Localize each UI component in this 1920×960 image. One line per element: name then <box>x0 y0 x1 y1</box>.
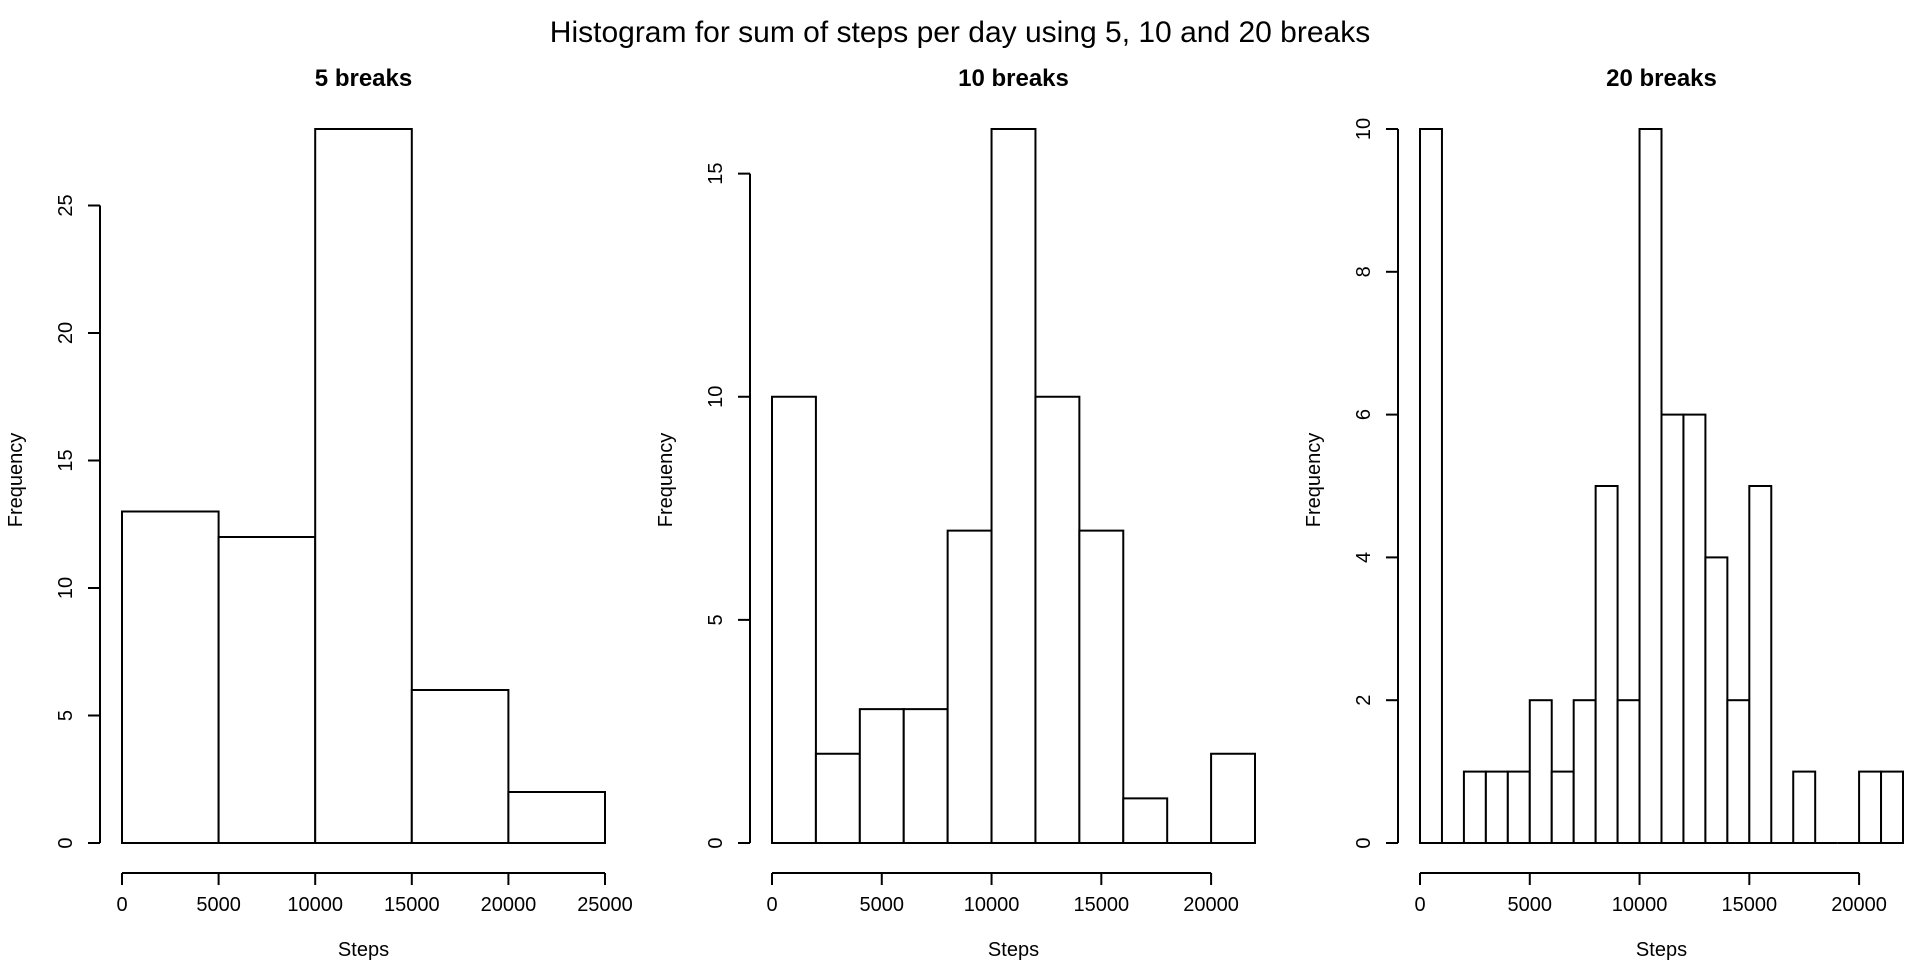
x-tick-label: 20000 <box>481 894 537 916</box>
histogram-bar <box>410 689 510 844</box>
y-tick-label: 5 <box>55 710 77 721</box>
histogram-bar <box>507 791 606 844</box>
y-tick-label: 10 <box>1353 118 1375 140</box>
panel-title: 10 breaks <box>958 65 1069 92</box>
histogram-bar <box>1616 699 1641 845</box>
y-axis-label: Frequency <box>1303 433 1325 528</box>
histogram-bar <box>1210 752 1257 844</box>
x-tick-label: 5000 <box>860 894 905 916</box>
y-tick-label: 10 <box>55 577 77 599</box>
histogram-bar <box>1858 770 1883 844</box>
histogram-bar <box>1462 770 1487 844</box>
x-axis-label: Steps <box>338 939 389 960</box>
histogram-bar <box>1792 770 1817 844</box>
x-tick-label: 0 <box>116 894 127 916</box>
y-tick-label: 15 <box>55 449 77 471</box>
x-tick-label: 20000 <box>1183 894 1239 916</box>
histogram-bar <box>1550 770 1575 844</box>
y-axis-label: Frequency <box>655 433 677 528</box>
panel-title: 5 breaks <box>315 65 412 92</box>
figure-title: Histogram for sum of steps per day using… <box>549 16 1371 49</box>
histogram-bar <box>946 529 993 844</box>
x-tick-label: 10000 <box>964 894 1020 916</box>
histogram-bar <box>1419 128 1443 844</box>
histogram-bar <box>121 510 220 844</box>
histogram-bar <box>1506 770 1531 844</box>
x-tick-label: 10000 <box>1612 894 1668 916</box>
histogram-bar <box>1726 699 1751 845</box>
histogram-bar <box>1484 770 1509 844</box>
y-tick-label: 0 <box>1353 837 1375 848</box>
x-tick-label: 5000 <box>196 894 241 916</box>
x-tick-label: 15000 <box>1722 894 1778 916</box>
histogram-bar <box>1748 485 1773 844</box>
histogram-bar <box>314 128 413 844</box>
y-tick-label: 5 <box>705 614 727 625</box>
y-tick-label: 8 <box>1353 266 1375 277</box>
histogram-bar <box>217 536 317 844</box>
x-axis-label: Steps <box>1636 939 1687 960</box>
histogram-bar <box>1660 413 1685 844</box>
x-tick-label: 5000 <box>1508 894 1553 916</box>
y-tick-label: 0 <box>55 837 77 848</box>
y-tick-label: 4 <box>1353 552 1375 563</box>
histogram-bar <box>858 708 905 844</box>
y-tick-label: 2 <box>1353 695 1375 706</box>
histogram-panel-3: 20 breaks 0 5000 10000 15000 20000 Steps 0 2 4 6 8 1… <box>1303 65 1904 960</box>
x-tick-label: 15000 <box>384 894 440 916</box>
x-tick-label: 0 <box>1414 894 1425 916</box>
histogram-bar <box>1880 770 1904 844</box>
x-axis-label: Steps <box>988 939 1039 960</box>
histogram-bar <box>1122 797 1169 844</box>
histogram-bar <box>1078 529 1125 844</box>
y-tick-label: 20 <box>55 322 77 344</box>
y-tick-label: 25 <box>55 194 77 216</box>
histogram-bar <box>1704 556 1729 845</box>
histogram-bar <box>771 395 817 844</box>
y-tick-label: 6 <box>1353 409 1375 420</box>
histogram-bar <box>1528 699 1553 845</box>
y-tick-label: 0 <box>705 837 727 848</box>
x-tick-label: 20000 <box>1831 894 1887 916</box>
panel-title: 20 breaks <box>1606 65 1717 92</box>
y-axis-label: Frequency <box>5 433 27 528</box>
histogram-bar <box>1594 485 1619 844</box>
histogram-panel-1: 5 breaks 0 5000 10000 15000 20000 25000 Steps 0 5… <box>5 65 633 960</box>
y-tick-label: 10 <box>705 386 727 408</box>
x-tick-label: 15000 <box>1074 894 1130 916</box>
histogram-bar <box>1682 413 1707 844</box>
histogram-panel-2: 10 breaks 0 5000 10000 15000 20000 Steps 0 5 10 15… <box>655 65 1257 960</box>
x-tick-label: 10000 <box>287 894 343 916</box>
histogram-bar <box>990 128 1037 844</box>
histogram-bar <box>1034 395 1081 844</box>
y-tick-label: 15 <box>705 163 727 185</box>
histogram-bar <box>814 752 861 844</box>
x-tick-label: 0 <box>766 894 777 916</box>
x-tick-label: 25000 <box>577 894 633 916</box>
histogram-bar <box>902 708 949 844</box>
histogram-bar <box>1572 699 1597 845</box>
histogram-bar <box>1638 128 1663 844</box>
